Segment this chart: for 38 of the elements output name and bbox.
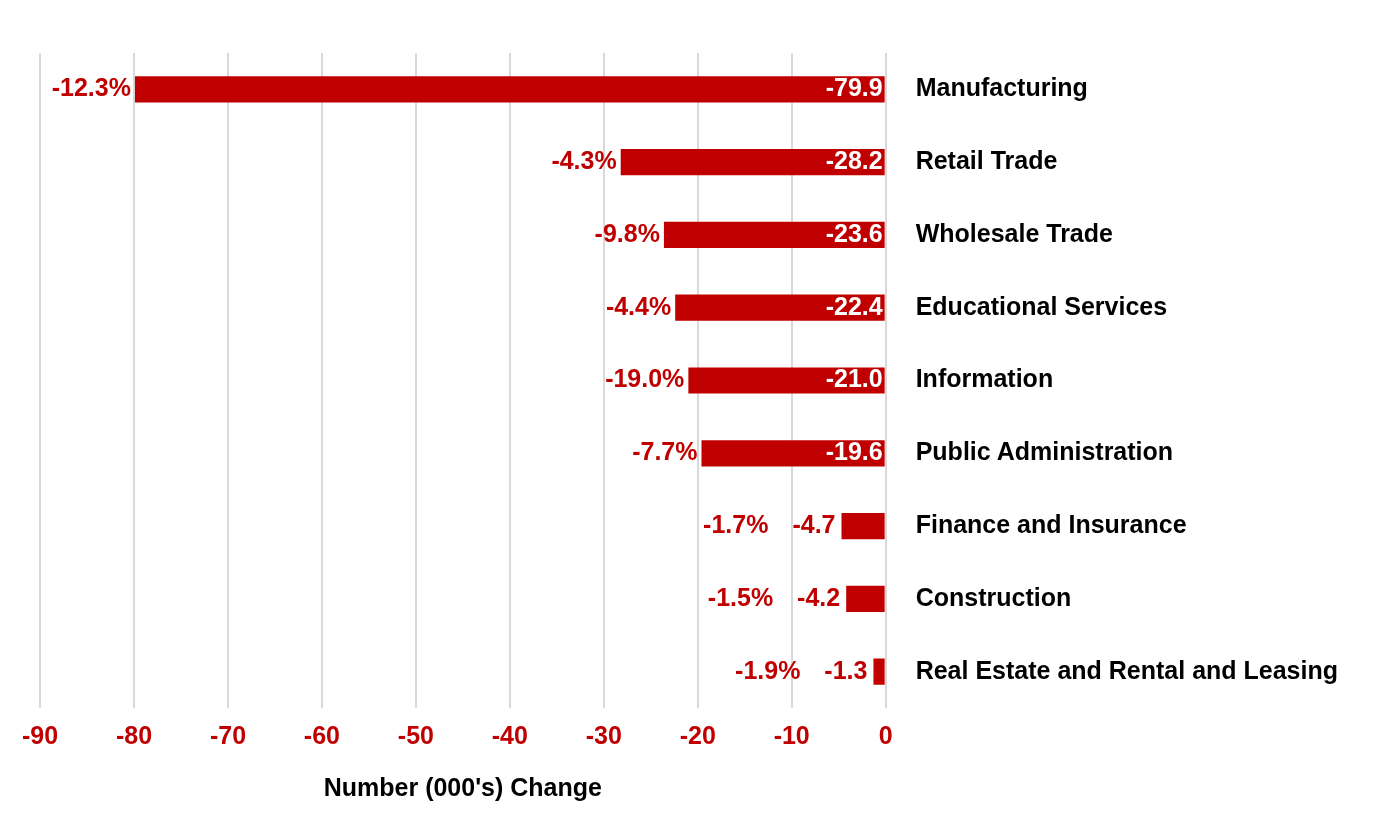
x-tick-label: -90 xyxy=(22,720,59,749)
data-label: -22.4 xyxy=(825,291,883,320)
y-tick-label: Real Estate and Rental and Leasing xyxy=(915,655,1338,684)
x-tick-label: -60 xyxy=(303,720,340,749)
x-tick-label: -20 xyxy=(679,720,716,749)
annotation: -4.3% xyxy=(551,146,617,175)
x-tick-label: -50 xyxy=(397,720,434,749)
annotation: -9.8% xyxy=(594,218,660,247)
annotation: -19.0% xyxy=(605,364,685,393)
data-label: -21.0 xyxy=(825,364,883,393)
annotation: -1.7% xyxy=(703,509,769,538)
y-tick-label: Finance and Insurance xyxy=(915,509,1187,538)
x-tick-label: -30 xyxy=(585,720,622,749)
annotation: -1.5% xyxy=(707,582,774,611)
annotation: -12.3% xyxy=(51,73,131,102)
data-label: -23.6 xyxy=(825,218,883,247)
y-tick-label: Manufacturing xyxy=(915,73,1088,102)
y-tick-label: Educational Services xyxy=(915,291,1168,320)
x-axis-title: Number (000's) Change xyxy=(323,772,603,801)
y-tick-label: Construction xyxy=(915,582,1072,611)
annotation: -1.9% xyxy=(735,655,801,684)
x-tick-label: -40 xyxy=(491,720,528,749)
annotation: -7.7% xyxy=(632,437,698,466)
data-label: -19.6 xyxy=(825,437,883,466)
x-tick-label: -70 xyxy=(209,720,247,749)
x-tick-label: -10 xyxy=(773,720,810,749)
data-label: -4.7 xyxy=(792,509,836,538)
x-tick-label: -80 xyxy=(115,720,153,749)
x-tick-label: 0 xyxy=(878,720,893,749)
annotation: -4.4% xyxy=(605,291,672,320)
y-tick-label: Public Administration xyxy=(915,437,1174,466)
data-label: -79.9 xyxy=(825,73,883,102)
y-tick-label: Retail Trade xyxy=(915,146,1058,175)
data-label: -28.2 xyxy=(825,146,883,175)
data-label: -4.2 xyxy=(797,582,841,611)
y-tick-label: Wholesale Trade xyxy=(915,218,1114,247)
y-tick-label: Information xyxy=(915,364,1054,393)
data-label: -1.3 xyxy=(824,655,868,684)
